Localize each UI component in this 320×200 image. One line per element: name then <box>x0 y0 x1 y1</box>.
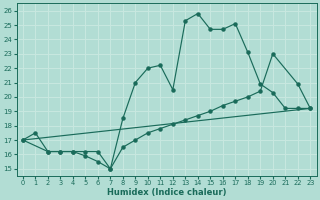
X-axis label: Humidex (Indice chaleur): Humidex (Indice chaleur) <box>107 188 226 197</box>
